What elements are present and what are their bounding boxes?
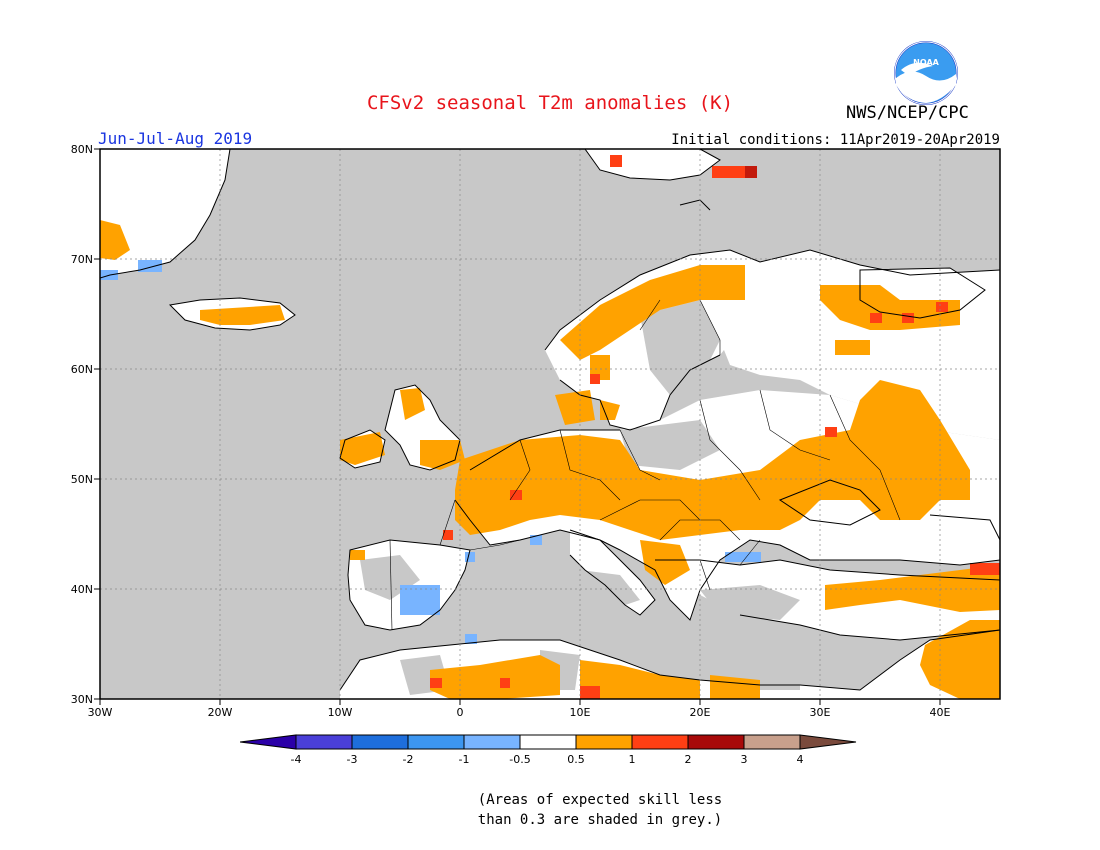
legend-label: 1 xyxy=(629,753,636,766)
legend-swatch xyxy=(351,734,409,750)
lon-label: 30E xyxy=(810,706,831,719)
lon-label: 10W xyxy=(328,706,353,719)
skill-note: (Areas of expected skill less than 0.3 a… xyxy=(400,790,800,830)
legend-swatch xyxy=(519,734,577,750)
legend-label: -3 xyxy=(347,753,358,766)
legend-label: -1 xyxy=(459,753,470,766)
legend-label: 3 xyxy=(741,753,748,766)
lon-label: 0 xyxy=(457,706,464,719)
country-borders xyxy=(389,299,901,631)
legend-swatch xyxy=(407,734,465,750)
logo-text: NOAA xyxy=(913,58,939,67)
legend-swatch xyxy=(687,734,745,750)
legend-label: -4 xyxy=(291,753,302,766)
lon-label: 20W xyxy=(208,706,233,719)
skill-note-line1: (Areas of expected skill less xyxy=(477,792,723,808)
legend-arrow-right xyxy=(799,734,857,750)
lat-label: 60N xyxy=(71,363,93,376)
legend-swatch xyxy=(295,734,353,750)
map-title: CFSv2 seasonal T2m anomalies (K) xyxy=(366,92,734,114)
lat-label: 40N xyxy=(71,583,93,596)
coastlines xyxy=(100,149,1000,691)
forecast-period: Jun-Jul-Aug 2019 xyxy=(98,129,253,148)
skill-note-line2: than 0.3 are shaded in grey.) xyxy=(477,812,723,828)
graticule xyxy=(100,149,1000,699)
lon-label: 20E xyxy=(690,706,711,719)
legend-swatch xyxy=(743,734,801,750)
lon-label: 10E xyxy=(570,706,591,719)
initial-conditions: Initial conditions: 11Apr2019-20Apr2019 xyxy=(671,132,1000,148)
legend-label: 2 xyxy=(685,753,692,766)
lat-label: 70N xyxy=(71,253,93,266)
hot-anomaly-spots xyxy=(430,155,1000,699)
legend-label: -2 xyxy=(403,753,414,766)
legend-swatch xyxy=(575,734,633,750)
legend-swatch xyxy=(631,734,689,750)
lon-label: 40E xyxy=(930,706,951,719)
lon-label: 30W xyxy=(88,706,113,719)
very-hot-anomaly-spots xyxy=(745,166,757,178)
legend-arrow-left xyxy=(240,734,297,750)
lat-label: 30N xyxy=(71,693,93,706)
legend-label: -0.5 xyxy=(509,753,530,766)
agency-name: NWS/NCEP/CPC xyxy=(846,103,969,123)
legend-label: 4 xyxy=(797,753,804,766)
legend-label: 0.5 xyxy=(567,753,585,766)
lat-label: 50N xyxy=(71,473,93,486)
lat-label: 80N xyxy=(71,143,93,156)
noaa-logo-icon xyxy=(894,41,958,105)
color-legend: -4 -3 -2 -1 -0.5 0.5 1 2 3 4 xyxy=(240,734,857,766)
legend-swatch xyxy=(463,734,521,750)
map-frame xyxy=(99,148,1001,700)
